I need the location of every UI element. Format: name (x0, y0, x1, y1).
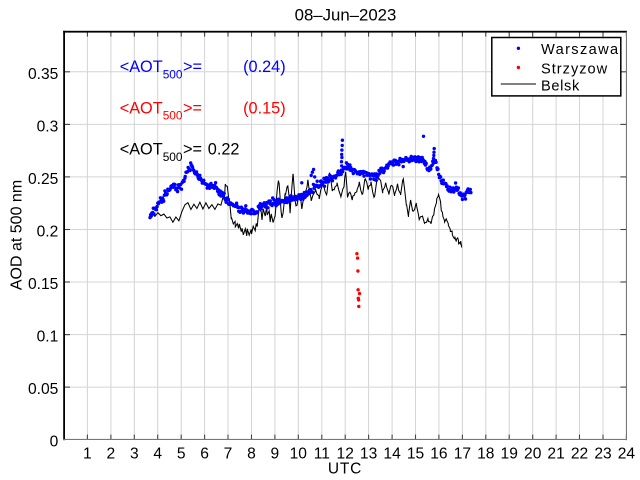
svg-text:4: 4 (153, 446, 162, 463)
svg-text:10: 10 (290, 446, 308, 463)
svg-text:Belsk: Belsk (541, 79, 580, 95)
svg-text:UTC: UTC (328, 461, 362, 478)
svg-text:500: 500 (163, 109, 183, 123)
svg-text:20: 20 (524, 446, 542, 463)
svg-text:17: 17 (454, 446, 471, 463)
svg-text:9: 9 (271, 446, 280, 463)
svg-text:6: 6 (200, 446, 209, 463)
svg-text:13: 13 (360, 446, 377, 463)
svg-text:<AOT: <AOT (120, 141, 163, 159)
svg-text:0: 0 (50, 434, 59, 451)
svg-text:0.15: 0.15 (28, 276, 59, 293)
svg-text:12: 12 (337, 446, 354, 463)
svg-text:0.2: 0.2 (37, 224, 59, 241)
svg-text:1: 1 (83, 446, 92, 463)
svg-text:Strzyzow: Strzyzow (541, 61, 608, 77)
svg-text:23: 23 (594, 446, 611, 463)
svg-text:3: 3 (130, 446, 139, 463)
svg-text:15: 15 (407, 446, 425, 463)
svg-text:500: 500 (163, 67, 183, 81)
svg-text:7: 7 (224, 446, 233, 463)
svg-text:22: 22 (571, 446, 588, 463)
svg-text:(0.15): (0.15) (243, 99, 286, 117)
svg-text:0.35: 0.35 (28, 66, 59, 83)
svg-text:AOD at 500 nm: AOD at 500 nm (8, 180, 25, 290)
svg-text:0.3: 0.3 (37, 118, 59, 135)
svg-text:<AOT: <AOT (120, 99, 163, 117)
svg-text:24: 24 (618, 446, 636, 463)
svg-text:21: 21 (547, 446, 564, 463)
svg-text:08–Jun–2023: 08–Jun–2023 (295, 6, 397, 25)
svg-text:18: 18 (477, 446, 494, 463)
svg-text:>=: >= (183, 99, 202, 117)
svg-text:Warszawa: Warszawa (541, 42, 619, 58)
svg-text:0.1: 0.1 (37, 329, 59, 346)
svg-text:5: 5 (177, 446, 186, 463)
svg-text:2: 2 (107, 446, 116, 463)
svg-text:8: 8 (247, 446, 256, 463)
svg-text:0.25: 0.25 (28, 171, 59, 188)
svg-text:500: 500 (163, 150, 183, 164)
svg-text:(0.24): (0.24) (243, 58, 286, 76)
svg-text:0.22: 0.22 (208, 141, 240, 159)
svg-text:11: 11 (314, 446, 330, 463)
svg-text:14: 14 (383, 446, 401, 463)
svg-text:16: 16 (430, 446, 447, 463)
svg-text:0.05: 0.05 (28, 381, 59, 398)
svg-text:>=: >= (183, 58, 202, 76)
svg-text:>=: >= (183, 141, 202, 159)
svg-text:<AOT: <AOT (120, 58, 163, 76)
svg-text:19: 19 (501, 446, 518, 463)
